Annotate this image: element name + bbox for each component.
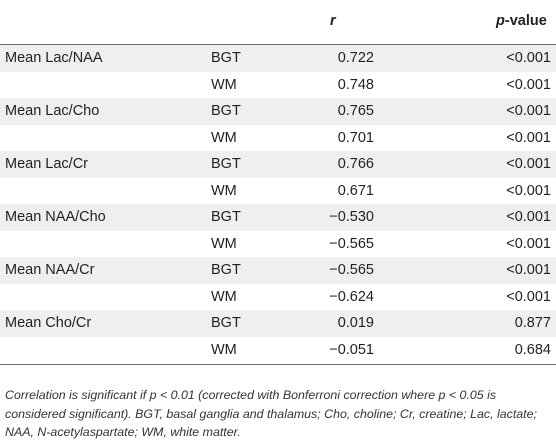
row-region: BGT [211,103,241,119]
header-p-value: p-value [496,12,547,30]
table-row: Mean Lac/Cr BGT 0.766 <0.001 [0,151,556,178]
row-r-value: −0.565 [329,235,374,252]
row-label: Mean NAA/Cr [5,262,95,278]
table-header-row: r p-value [0,0,556,44]
row-region: BGT [211,156,241,172]
table-body: Mean Lac/NAA BGT 0.722 <0.001 WM 0.748 <0.001 M… [0,45,556,363]
row-p-value: <0.001 [506,50,551,66]
table-row: WM 0.701 <0.001 [0,125,556,152]
row-p-value: 0.877 [514,315,551,331]
row-r-value: −0.530 [329,209,374,225]
correlation-table: r p-value Mean Lac/NAA BGT 0.722 <0.001 WM 0.… [0,0,556,365]
header-r: r [330,13,336,29]
table-row: Mean NAA/Cho BGT −0.530 <0.001 [0,204,556,231]
row-r-value: 0.748 [337,76,374,93]
row-label: Mean Lac/NAA [5,50,103,66]
row-p-value: <0.001 [506,235,551,252]
row-region: BGT [211,209,241,225]
table-row: WM 0.748 <0.001 [0,72,556,99]
row-r-value: 0.671 [337,182,374,199]
row-p-value: <0.001 [506,209,551,225]
row-region: BGT [211,50,241,66]
table-row: Mean Lac/NAA BGT 0.722 <0.001 [0,45,556,72]
row-r-value: 0.019 [337,315,374,331]
header-p-suffix: -value [504,13,547,29]
row-r-value: 0.766 [337,156,374,172]
row-r-value: 0.765 [337,103,374,119]
row-p-value: <0.001 [506,76,551,93]
row-r-value: 0.722 [337,50,374,66]
row-r-value: −0.624 [329,288,374,305]
row-label: Mean Lac/Cho [5,103,100,119]
row-region: WM [211,129,237,146]
row-region: WM [211,76,237,93]
row-region: BGT [211,262,241,278]
table-row: WM 0.671 <0.001 [0,178,556,205]
row-p-value: <0.001 [506,262,551,278]
row-p-value: 0.684 [514,341,551,358]
row-region: WM [211,182,237,199]
row-region: WM [211,288,237,305]
row-p-value: <0.001 [506,182,551,199]
row-p-value: <0.001 [506,103,551,119]
row-region: BGT [211,315,241,331]
table-row: WM −0.051 0.684 [0,337,556,364]
table-row: WM −0.624 <0.001 [0,284,556,311]
row-label: Mean Lac/Cr [5,156,89,172]
row-p-value: <0.001 [506,129,551,146]
header-p-italic: p [496,13,505,29]
row-region: WM [211,341,237,358]
row-p-value: <0.001 [506,156,551,172]
row-p-value: <0.001 [506,288,551,305]
row-label: Mean NAA/Cho [5,209,106,225]
table-footnote: Correlation is significant if p < 0.01 (… [5,388,537,439]
header-divider [0,44,556,45]
row-r-value: −0.565 [329,262,374,278]
row-r-value: 0.701 [337,129,374,146]
table-row: Mean Lac/Cho BGT 0.765 <0.001 [0,98,556,125]
table-row: Mean NAA/Cr BGT −0.565 <0.001 [0,257,556,284]
table-row: WM −0.565 <0.001 [0,231,556,258]
table-row: Mean Cho/Cr BGT 0.019 0.877 [0,310,556,337]
row-r-value: −0.051 [329,341,374,358]
table-bottom-rule [0,364,556,365]
row-label: Mean Cho/Cr [5,315,92,331]
row-region: WM [211,235,237,252]
